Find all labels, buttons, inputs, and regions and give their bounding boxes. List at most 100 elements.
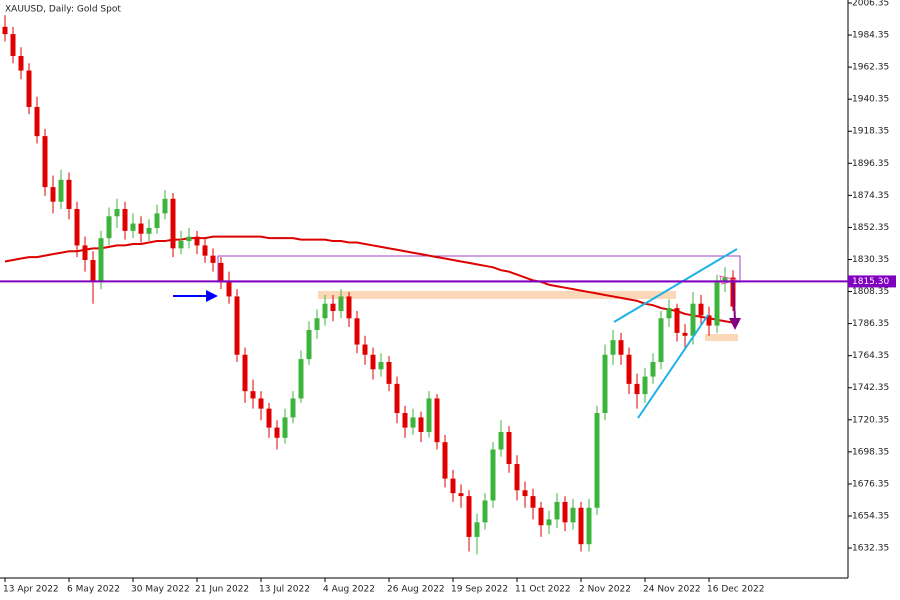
candle-body <box>138 223 144 234</box>
candle-body <box>250 391 256 399</box>
candle-body <box>690 303 696 336</box>
candle-body <box>722 277 728 282</box>
x-tick-label: 13 Apr 2022 <box>3 585 59 595</box>
candle-body <box>274 427 280 438</box>
candle-body <box>634 383 640 395</box>
candle-body <box>626 354 632 384</box>
candle-body <box>450 478 456 494</box>
y-tick-label: 1940.35 <box>852 95 889 105</box>
y-tick-label: 1808.35 <box>852 287 889 297</box>
trend-line <box>637 314 709 419</box>
candle-body <box>186 236 192 242</box>
candle-body <box>554 501 560 520</box>
y-tick-label: 1654.35 <box>852 511 889 521</box>
x-tick-label: 21 Jun 2022 <box>195 585 249 595</box>
y-tick-label: 1786.35 <box>852 319 889 329</box>
y-tick-label: 1896.35 <box>852 159 889 169</box>
candle-body <box>58 179 64 202</box>
candle-body <box>610 340 616 355</box>
candle-body <box>546 519 552 526</box>
y-tick-label: 1742.35 <box>852 383 889 393</box>
candle-body <box>242 354 248 392</box>
candle-body <box>578 507 584 545</box>
candle-body <box>474 522 480 537</box>
candle-body <box>194 236 200 246</box>
candle-body <box>706 315 712 326</box>
candle-body <box>322 303 328 319</box>
candle-body <box>170 198 176 249</box>
candle-body <box>74 208 80 246</box>
candle-body <box>618 340 624 355</box>
candle-body <box>66 179 72 209</box>
candle-body <box>674 308 680 333</box>
candle-body <box>434 398 440 443</box>
candle-body <box>650 362 656 377</box>
y-tick-label: 1830.35 <box>852 255 889 265</box>
candle-body <box>514 464 520 491</box>
candle-body <box>114 208 120 217</box>
y-tick-label: 1720.35 <box>852 415 889 425</box>
x-tick-label: 26 Aug 2022 <box>387 585 445 595</box>
candle-body <box>346 296 352 319</box>
x-tick-label: 30 May 2022 <box>131 585 190 595</box>
candle-body <box>490 449 496 501</box>
candle-body <box>162 198 168 214</box>
candle-body <box>602 354 608 414</box>
candle-body <box>2 26 8 35</box>
candle-body <box>290 398 296 418</box>
candle-body <box>498 431 504 450</box>
candle-body <box>354 318 360 345</box>
candle-body <box>370 354 376 370</box>
x-tick-label: 16 Dec 2022 <box>707 585 765 595</box>
candle-body <box>10 34 16 56</box>
candle-body <box>314 318 320 330</box>
arrow-line <box>732 281 736 321</box>
candle-body <box>98 238 104 282</box>
candle-body <box>386 362 392 384</box>
candle-body <box>642 376 648 395</box>
price-label-box <box>848 275 896 288</box>
y-tick-label: 1676.35 <box>852 479 889 489</box>
x-tick-label: 11 Oct 2022 <box>515 585 571 595</box>
candle-body <box>90 259 96 282</box>
axis-layer: 2006.35 1984.35 1962.35 1940.35 1918.35 1896.… <box>3 0 889 595</box>
candle-body <box>298 359 304 399</box>
candle-body <box>506 431 512 465</box>
candle-body <box>378 362 384 370</box>
y-tick-label: 1632.35 <box>852 544 889 554</box>
candle-body <box>234 296 240 355</box>
candle-body <box>50 187 56 202</box>
x-tick-label: 2 Nov 2022 <box>579 585 631 595</box>
candle-body <box>530 496 536 508</box>
candle-body <box>442 442 448 479</box>
candle-body <box>466 496 472 537</box>
candle-body <box>658 318 664 363</box>
y-tick-label: 1984.35 <box>852 31 889 41</box>
candle-body <box>178 241 184 249</box>
candle-body <box>394 383 400 414</box>
candle-body <box>210 255 216 263</box>
candle-body <box>586 507 592 545</box>
y-tick-label: 1962.35 <box>852 63 889 73</box>
candle-body <box>42 136 48 188</box>
candle-body <box>570 507 576 523</box>
candle-body <box>458 493 464 497</box>
candle-body <box>594 413 600 508</box>
candle-body <box>362 344 368 355</box>
candle-body <box>282 417 288 438</box>
candle-body <box>714 281 720 326</box>
arrow-head <box>206 290 218 302</box>
chart-title: XAUUSD, Daily: Gold Spot <box>5 5 121 15</box>
demand-zone <box>705 334 738 341</box>
candle-body <box>34 106 40 137</box>
candle-body <box>82 245 88 260</box>
candle-body <box>154 213 160 228</box>
y-tick-label: 1874.35 <box>852 191 889 201</box>
y-tick-label: 1698.35 <box>852 447 889 457</box>
x-tick-label: 13 Jul 2022 <box>259 585 310 595</box>
candle-body <box>698 303 704 316</box>
candle-body <box>482 500 488 523</box>
candle-body <box>330 303 336 312</box>
